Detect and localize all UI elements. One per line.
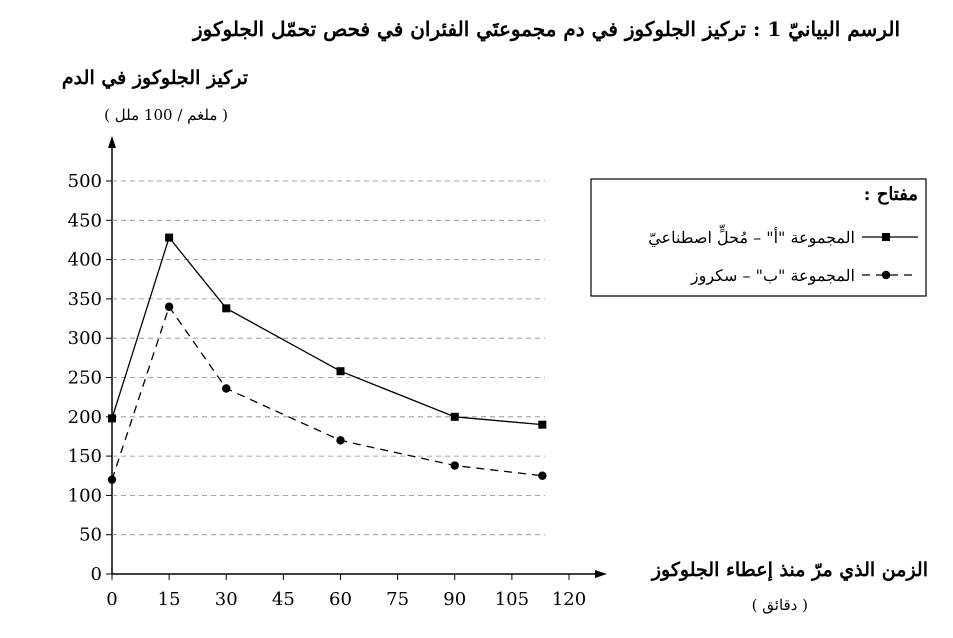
x-tick-label: 45 bbox=[272, 589, 295, 610]
marker bbox=[538, 471, 547, 480]
legend-label: المجموعة "أ" – مُحلٍّ اصطناعيّ bbox=[648, 224, 855, 247]
marker bbox=[164, 302, 174, 311]
x-tick-label: 105 bbox=[495, 589, 529, 610]
y-tick-label: 50 bbox=[79, 525, 102, 546]
x-tick-label: 60 bbox=[329, 589, 352, 610]
y-tick-label: 500 bbox=[68, 171, 102, 192]
y-axis-arrow bbox=[108, 136, 116, 148]
marker bbox=[450, 461, 459, 470]
marker bbox=[222, 304, 231, 313]
x-axis-arrow bbox=[595, 570, 607, 578]
x-tick-label: 120 bbox=[552, 589, 586, 610]
y-tick-label: 100 bbox=[68, 485, 102, 506]
y-tick-label: 250 bbox=[68, 368, 102, 389]
legend-marker bbox=[882, 233, 890, 241]
legend-marker bbox=[881, 270, 891, 280]
marker bbox=[108, 414, 116, 423]
x-axis-title: الزمن الذي مرّ منذ إعطاء الجلوكوز bbox=[650, 559, 928, 582]
x-tick-label: 30 bbox=[215, 589, 238, 610]
y-axis-title: تركيز الجلوكوز في الدم bbox=[62, 67, 248, 90]
x-tick-label: 15 bbox=[158, 589, 181, 610]
x-tick-label: 0 bbox=[106, 589, 117, 610]
marker bbox=[450, 412, 459, 421]
marker bbox=[336, 367, 345, 376]
legend-label: المجموعة "ب" – سكروز bbox=[690, 266, 855, 285]
marker bbox=[107, 475, 117, 484]
y-axis-unit: ( ملغم / 100 ملل ) bbox=[104, 106, 228, 124]
marker bbox=[538, 420, 547, 429]
y-tick-label: 300 bbox=[68, 328, 102, 349]
series-line bbox=[111, 236, 543, 426]
y-tick-label: 150 bbox=[68, 446, 102, 467]
marker bbox=[165, 233, 174, 242]
legend-title: مفتاح : bbox=[864, 184, 918, 205]
x-tick-label: 75 bbox=[386, 589, 409, 610]
y-tick-label: 450 bbox=[68, 210, 102, 231]
series-line bbox=[111, 305, 543, 480]
x-axis-unit: ( دقائق ) bbox=[752, 596, 808, 614]
y-tick-label: 350 bbox=[68, 289, 102, 310]
marker bbox=[222, 384, 231, 393]
y-tick-label: 200 bbox=[68, 407, 102, 428]
marker bbox=[336, 436, 345, 445]
y-tick-label: 0 bbox=[91, 564, 102, 585]
y-tick-label: 400 bbox=[68, 250, 102, 271]
chart-title: الرسم البيانيّ 1 : تركيز الجلوكوز في دم … bbox=[191, 17, 900, 42]
x-tick-label: 90 bbox=[443, 589, 466, 610]
